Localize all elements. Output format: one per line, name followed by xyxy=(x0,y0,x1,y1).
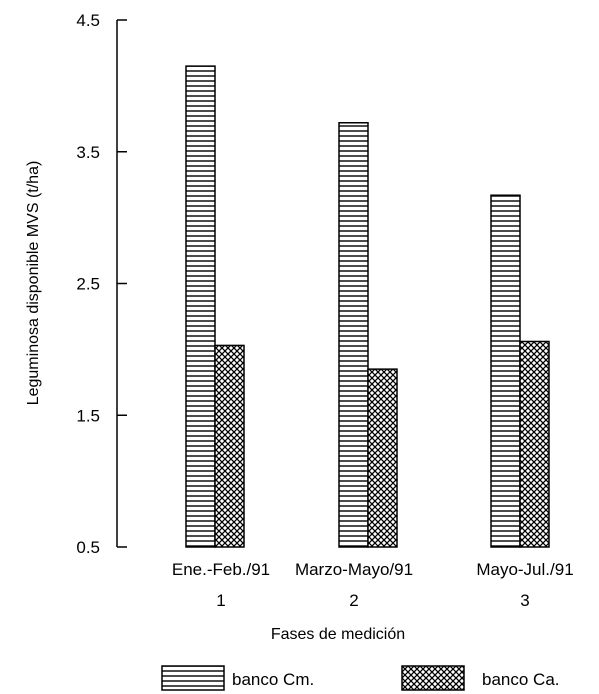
y-tick-label: 3.5 xyxy=(76,143,100,162)
bar-banco-cm-1 xyxy=(185,65,216,548)
bars xyxy=(185,65,550,548)
x-category-label: Ene.-Feb./91 xyxy=(172,560,270,579)
bar-banco-cm-2 xyxy=(338,122,369,548)
y-tick-label: 4.5 xyxy=(76,11,100,30)
y-tick-label: 1.5 xyxy=(76,406,100,425)
x-category-number: 3 xyxy=(520,591,529,610)
x-category-number: 1 xyxy=(216,591,225,610)
bar-banco-cm-3 xyxy=(490,194,521,548)
legend-swatch xyxy=(161,665,225,691)
x-category-label: Marzo-Mayo/91 xyxy=(295,560,413,579)
y-tick-label: 2.5 xyxy=(76,275,100,294)
x-axis-title: Fases de medición xyxy=(271,626,405,643)
x-labels: Ene.-Feb./91 1 Marzo-Mayo/91 2 Mayo-Jul./91 3 xyxy=(172,560,574,610)
bar-banco-ca-2 xyxy=(367,368,398,548)
legend: banco Cm. banco Ca. xyxy=(161,665,560,691)
y-ticks: 0.5 1.5 2.5 3.5 4.5 xyxy=(76,11,127,557)
x-category-label: Mayo-Jul./91 xyxy=(476,560,573,579)
legend-label: banco Ca. xyxy=(482,670,560,689)
legend-label: banco Cm. xyxy=(232,670,314,689)
bar-banco-ca-1 xyxy=(214,344,245,548)
y-tick-label: 0.5 xyxy=(76,538,100,557)
bar-banco-ca-3 xyxy=(519,340,550,548)
y-axis-title: Leguminosa disponible MVS (t/ha) xyxy=(25,161,42,406)
legend-swatch xyxy=(401,665,465,691)
x-category-number: 2 xyxy=(349,591,358,610)
